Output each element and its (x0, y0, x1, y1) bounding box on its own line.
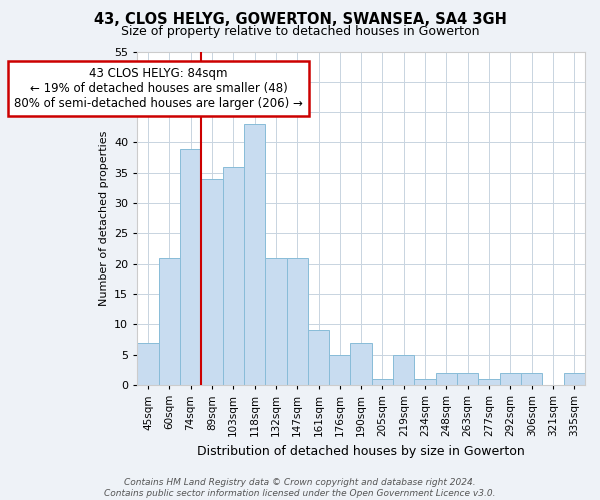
X-axis label: Distribution of detached houses by size in Gowerton: Distribution of detached houses by size … (197, 444, 525, 458)
Bar (500, 373, 521, 385)
Bar (415, 379, 436, 385)
Bar (436, 373, 457, 385)
Text: Size of property relative to detached houses in Gowerton: Size of property relative to detached ho… (121, 25, 479, 38)
Bar (137, 342, 158, 385)
Bar (244, 124, 265, 385)
Bar (201, 179, 223, 385)
Text: 43 CLOS HELYG: 84sqm
← 19% of detached houses are smaller (48)
80% of semi-detac: 43 CLOS HELYG: 84sqm ← 19% of detached h… (14, 66, 303, 110)
Bar (478, 379, 500, 385)
Bar (329, 354, 350, 385)
Bar (158, 258, 180, 385)
Bar (223, 166, 244, 385)
Bar (350, 342, 372, 385)
Bar (287, 258, 308, 385)
Bar (521, 373, 542, 385)
Bar (265, 258, 287, 385)
Bar (308, 330, 329, 385)
Bar (180, 148, 201, 385)
Bar (393, 354, 415, 385)
Bar (372, 379, 393, 385)
Text: 43, CLOS HELYG, GOWERTON, SWANSEA, SA4 3GH: 43, CLOS HELYG, GOWERTON, SWANSEA, SA4 3… (94, 12, 506, 28)
Text: Contains HM Land Registry data © Crown copyright and database right 2024.
Contai: Contains HM Land Registry data © Crown c… (104, 478, 496, 498)
Bar (563, 373, 585, 385)
Y-axis label: Number of detached properties: Number of detached properties (98, 130, 109, 306)
Bar (457, 373, 478, 385)
